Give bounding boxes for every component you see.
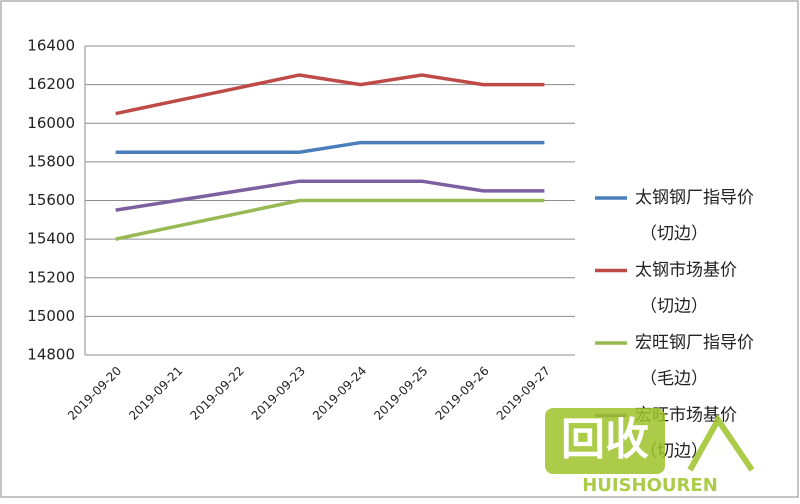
y-tick-label: 16200 [27, 75, 75, 93]
y-tick-label: 15400 [27, 230, 75, 248]
y-tick-label: 16400 [27, 37, 75, 55]
series-line [115, 179, 545, 212]
watermark-box [545, 408, 665, 474]
watermark-subtext: HUISHOUREN [582, 475, 718, 496]
y-tick-label: 14800 [27, 346, 75, 364]
series-line [115, 73, 545, 116]
series-line [115, 198, 545, 241]
watermark-icon [687, 414, 755, 472]
watermark: 回收 HUISHOUREN [545, 408, 755, 496]
y-tick-label: 15000 [27, 307, 75, 325]
y-tick-label: 15800 [27, 152, 75, 170]
series-line [115, 140, 545, 154]
legend-label: 太钢钢厂指导价（切边） [635, 188, 754, 244]
y-tick-label: 16000 [27, 114, 75, 132]
legend-label: 太钢市场基价（切边） [635, 261, 737, 317]
legend-label: 宏旺钢厂指导价（毛边） [635, 333, 754, 389]
watermark-text: 回收 [561, 414, 649, 465]
y-tick-label: 15600 [27, 191, 75, 209]
y-tick-label: 15200 [27, 268, 75, 286]
